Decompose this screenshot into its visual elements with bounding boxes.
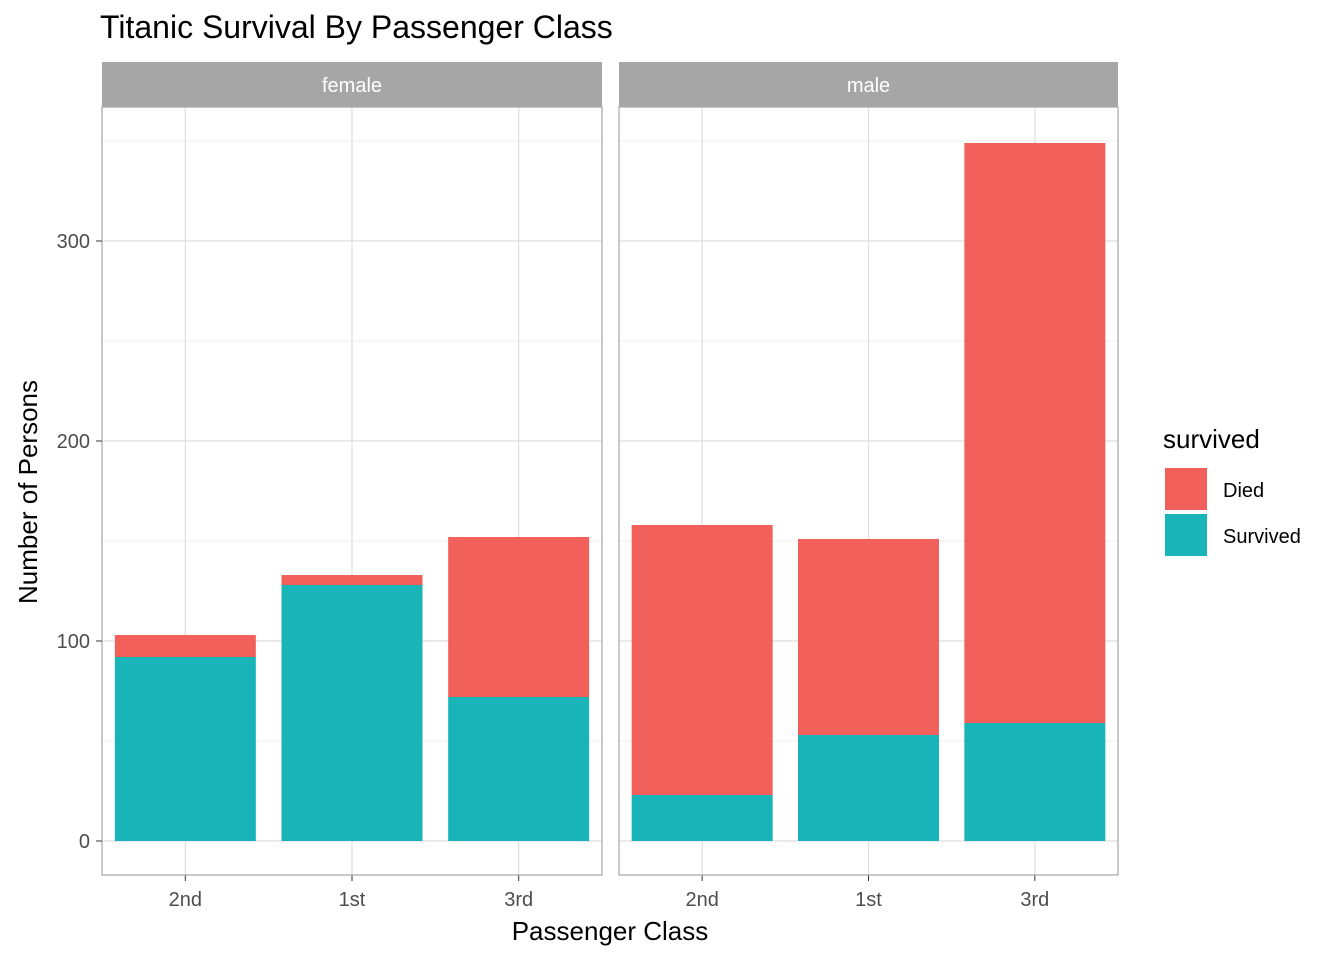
y-axis-title: Number of Persons — [13, 380, 43, 604]
bar-male-3rd-died — [964, 143, 1106, 723]
bar-female-1st-survived — [281, 585, 423, 841]
bar-female-2nd-survived — [114, 657, 256, 841]
legend-label-survived: Survived — [1223, 526, 1301, 548]
chart-title: Titanic Survival By Passenger Class — [100, 9, 613, 45]
x-axis-title: Passenger Class — [512, 916, 709, 946]
panel-male: male 2nd 1st 3rd — [618, 62, 1119, 911]
legend: survived Died Survived — [1163, 424, 1301, 556]
panel-female: female 2nd 1st 3rd — [101, 62, 603, 911]
bar-male-2nd-survived — [631, 795, 773, 841]
y-tick-label: 200 — [57, 431, 90, 453]
strip-label-female: female — [322, 75, 382, 97]
bar-male-3rd-survived — [964, 723, 1106, 841]
bar-female-3rd-survived — [448, 697, 590, 841]
y-tick-label: 100 — [57, 631, 90, 653]
legend-title: survived — [1163, 424, 1260, 454]
panel-border — [618, 106, 1119, 876]
strip-female — [102, 62, 602, 107]
x-tick-label: 2nd — [685, 889, 718, 911]
x-tick-label: 3rd — [1020, 889, 1049, 911]
y-tick-label: 0 — [79, 831, 90, 853]
bar-male-1st-died — [798, 539, 939, 735]
x-tick-label: 3rd — [504, 889, 533, 911]
legend-swatch-died — [1165, 468, 1207, 510]
bar-male-2nd-died — [631, 525, 773, 795]
bar-female-3rd-died — [448, 537, 590, 697]
x-tick-label: 1st — [855, 889, 882, 911]
bar-male-1st-survived — [798, 735, 939, 841]
bar-female-2nd-died — [114, 635, 256, 657]
strip-male — [619, 62, 1118, 107]
legend-label-died: Died — [1223, 480, 1264, 502]
legend-swatch-survived — [1165, 514, 1207, 556]
panel-border — [101, 106, 603, 876]
x-tick-label: 1st — [339, 889, 366, 911]
x-tick-label: 2nd — [169, 889, 202, 911]
strip-label-male: male — [847, 75, 890, 97]
bar-female-1st-died — [281, 575, 423, 585]
y-tick-label: 300 — [57, 231, 90, 253]
panels-layer: female 2nd 1st 3rd male 2nd 1st 3rd 0 100 200 300 — [57, 62, 1119, 911]
